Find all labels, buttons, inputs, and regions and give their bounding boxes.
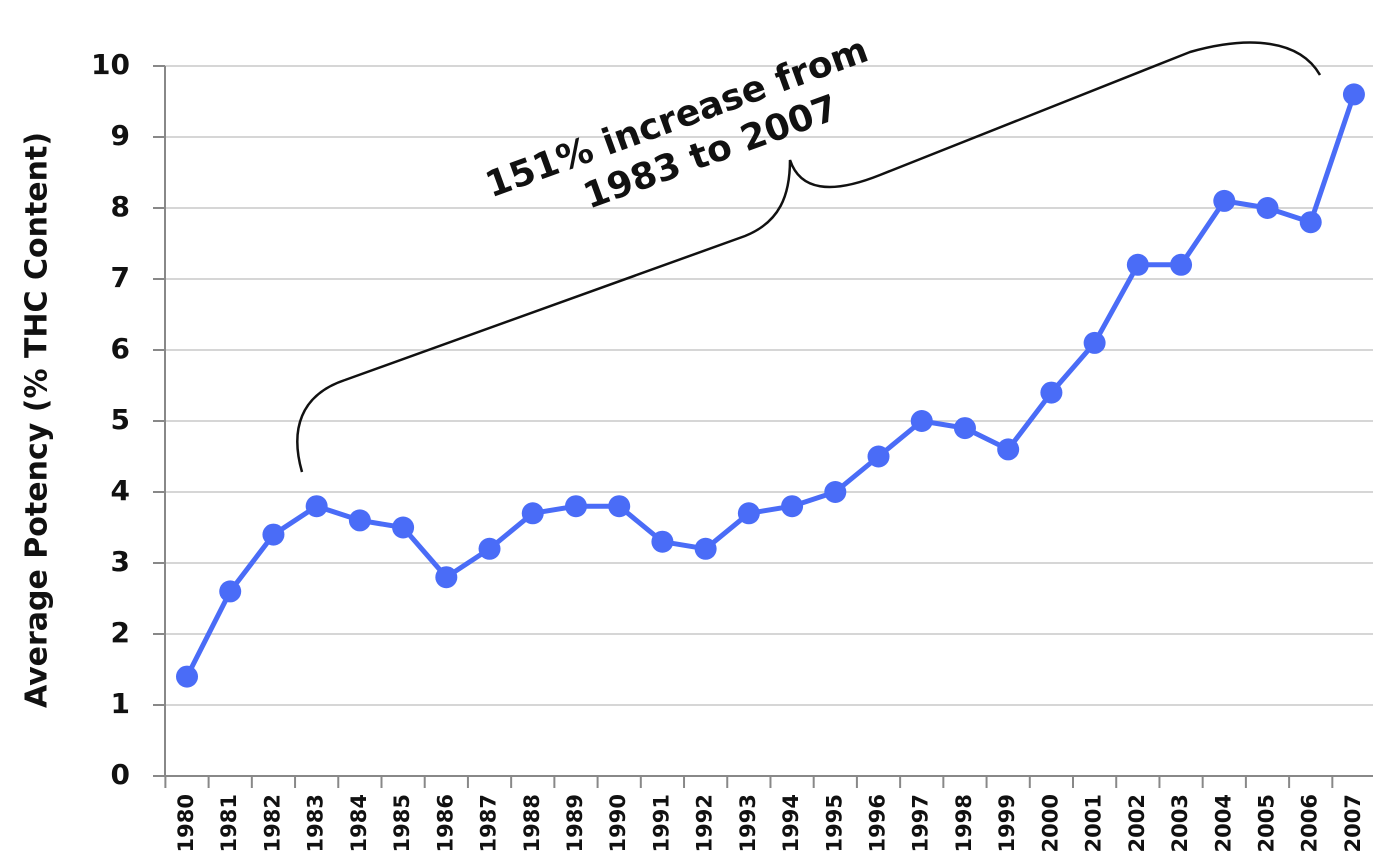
- x-tick-label: 2006: [1298, 794, 1322, 852]
- point: [694, 537, 717, 560]
- point: [1040, 381, 1063, 404]
- point: [651, 530, 674, 553]
- point: [176, 665, 198, 688]
- y-tick-label: 4: [111, 474, 130, 507]
- x-tick-label: 1994: [779, 794, 803, 852]
- y-tick-label: 5: [111, 403, 130, 436]
- point: [910, 410, 933, 432]
- x-tick-label: 1985: [390, 794, 414, 852]
- x-tick-label: 1980: [174, 794, 198, 852]
- plot-area: 0 1 2 3 4 5 6 7 8 9 10 1980 1981 1982 1983 1984 1985 1986…: [91, 48, 1373, 852]
- point: [392, 516, 415, 539]
- point: [478, 537, 501, 560]
- point: [1342, 83, 1365, 106]
- point: [348, 509, 371, 532]
- x-tick-label: 1984: [347, 794, 371, 852]
- x-tick-label: 1992: [693, 794, 717, 852]
- point: [1126, 253, 1149, 276]
- x-tick-label: 2001: [1082, 794, 1106, 852]
- point: [1083, 331, 1106, 354]
- x-tick-label: 1996: [866, 794, 890, 852]
- y-axis-label: Average Potency (% THC Content): [20, 132, 55, 708]
- x-tick-label: 2000: [1038, 794, 1062, 852]
- line: [184, 93, 1357, 678]
- point: [781, 495, 804, 518]
- point: [997, 438, 1020, 461]
- y-tick-label: 8: [111, 190, 130, 223]
- annotation: 151% increase from 1983 to 2007: [480, 30, 873, 218]
- x-tick-label: 1991: [649, 794, 673, 852]
- y-tick-label: 3: [111, 545, 130, 578]
- x-tick-label: 1989: [563, 794, 587, 852]
- point: [305, 495, 328, 518]
- x-tick-label: 1997: [909, 794, 933, 852]
- point: [564, 495, 587, 518]
- x-tick-label: 1986: [433, 794, 457, 852]
- point: [608, 495, 631, 518]
- x-tick-label: 1993: [736, 794, 760, 852]
- x-tick-label: 1990: [606, 794, 630, 852]
- y-tick-label: 9: [111, 119, 130, 152]
- point: [521, 502, 544, 525]
- x-tick-label: 1981: [217, 794, 241, 852]
- point: [953, 417, 976, 440]
- point: [435, 566, 458, 589]
- point: [262, 523, 285, 546]
- y-tick-label: 1: [111, 687, 130, 720]
- y-tick-label: 6: [111, 332, 130, 365]
- x-tick-label: 2005: [1255, 794, 1279, 852]
- x-tick-label: 2007: [1341, 794, 1365, 852]
- x-tick-label: 1983: [304, 794, 328, 852]
- point: [1299, 211, 1322, 234]
- point: [737, 502, 760, 525]
- point: [1170, 253, 1193, 276]
- point: [1213, 189, 1236, 212]
- point: [867, 445, 890, 468]
- x-tick-label: 1995: [822, 794, 846, 852]
- x-tick-label: 2002: [1125, 794, 1149, 852]
- point: [219, 580, 242, 603]
- y-tick-label: 2: [111, 616, 130, 649]
- y-tick-label: 10: [91, 48, 130, 81]
- x-tick-label: 1998: [952, 794, 976, 852]
- x-tick-label: 2004: [1211, 794, 1235, 852]
- x-tick-label: 1999: [995, 794, 1019, 852]
- x-tick-label: 1987: [477, 794, 501, 852]
- brace: [296, 41, 1322, 473]
- x-tick-label: 1988: [520, 794, 544, 852]
- y-tick-label: 7: [111, 261, 130, 294]
- x-tick-label: 2003: [1168, 794, 1192, 852]
- x-tick-label: 1982: [260, 794, 284, 852]
- point: [1256, 197, 1279, 219]
- y-tick-label: 0: [111, 758, 130, 791]
- point: [824, 481, 847, 503]
